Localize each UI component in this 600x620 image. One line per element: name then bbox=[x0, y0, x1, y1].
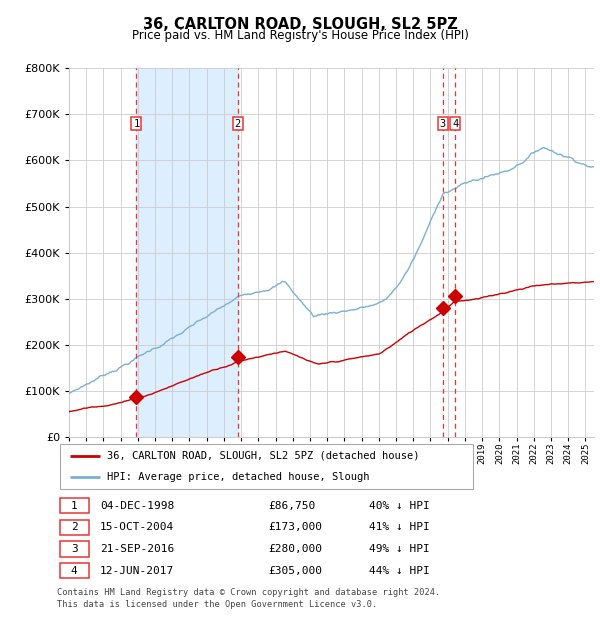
Text: £86,750: £86,750 bbox=[269, 500, 316, 511]
Text: £280,000: £280,000 bbox=[269, 544, 323, 554]
Text: 2: 2 bbox=[235, 118, 241, 128]
Text: 44% ↓ HPI: 44% ↓ HPI bbox=[370, 565, 430, 576]
Text: 21-SEP-2016: 21-SEP-2016 bbox=[100, 544, 174, 554]
Text: 36, CARLTON ROAD, SLOUGH, SL2 5PZ (detached house): 36, CARLTON ROAD, SLOUGH, SL2 5PZ (detac… bbox=[107, 451, 420, 461]
FancyBboxPatch shape bbox=[59, 563, 89, 578]
Text: 3: 3 bbox=[440, 118, 446, 128]
Text: 1: 1 bbox=[133, 118, 140, 128]
FancyBboxPatch shape bbox=[59, 520, 89, 535]
Text: Contains HM Land Registry data © Crown copyright and database right 2024.: Contains HM Land Registry data © Crown c… bbox=[57, 588, 440, 597]
Text: 12-JUN-2017: 12-JUN-2017 bbox=[100, 565, 174, 576]
Text: 04-DEC-1998: 04-DEC-1998 bbox=[100, 500, 174, 511]
Bar bbox=[136, 68, 238, 437]
Text: 15-OCT-2004: 15-OCT-2004 bbox=[100, 522, 174, 533]
Text: 1: 1 bbox=[71, 500, 77, 511]
FancyBboxPatch shape bbox=[59, 444, 473, 489]
Text: 49% ↓ HPI: 49% ↓ HPI bbox=[370, 544, 430, 554]
Text: 4: 4 bbox=[71, 565, 77, 576]
Text: 2: 2 bbox=[71, 522, 77, 533]
Text: 3: 3 bbox=[71, 544, 77, 554]
Text: 4: 4 bbox=[452, 118, 458, 128]
Text: 36, CARLTON ROAD, SLOUGH, SL2 5PZ: 36, CARLTON ROAD, SLOUGH, SL2 5PZ bbox=[143, 17, 457, 32]
Text: This data is licensed under the Open Government Licence v3.0.: This data is licensed under the Open Gov… bbox=[57, 600, 377, 609]
Text: Price paid vs. HM Land Registry's House Price Index (HPI): Price paid vs. HM Land Registry's House … bbox=[131, 29, 469, 42]
Text: £173,000: £173,000 bbox=[269, 522, 323, 533]
FancyBboxPatch shape bbox=[59, 498, 89, 513]
Text: 41% ↓ HPI: 41% ↓ HPI bbox=[370, 522, 430, 533]
Text: 40% ↓ HPI: 40% ↓ HPI bbox=[370, 500, 430, 511]
Text: HPI: Average price, detached house, Slough: HPI: Average price, detached house, Slou… bbox=[107, 472, 370, 482]
FancyBboxPatch shape bbox=[59, 541, 89, 557]
Text: £305,000: £305,000 bbox=[269, 565, 323, 576]
